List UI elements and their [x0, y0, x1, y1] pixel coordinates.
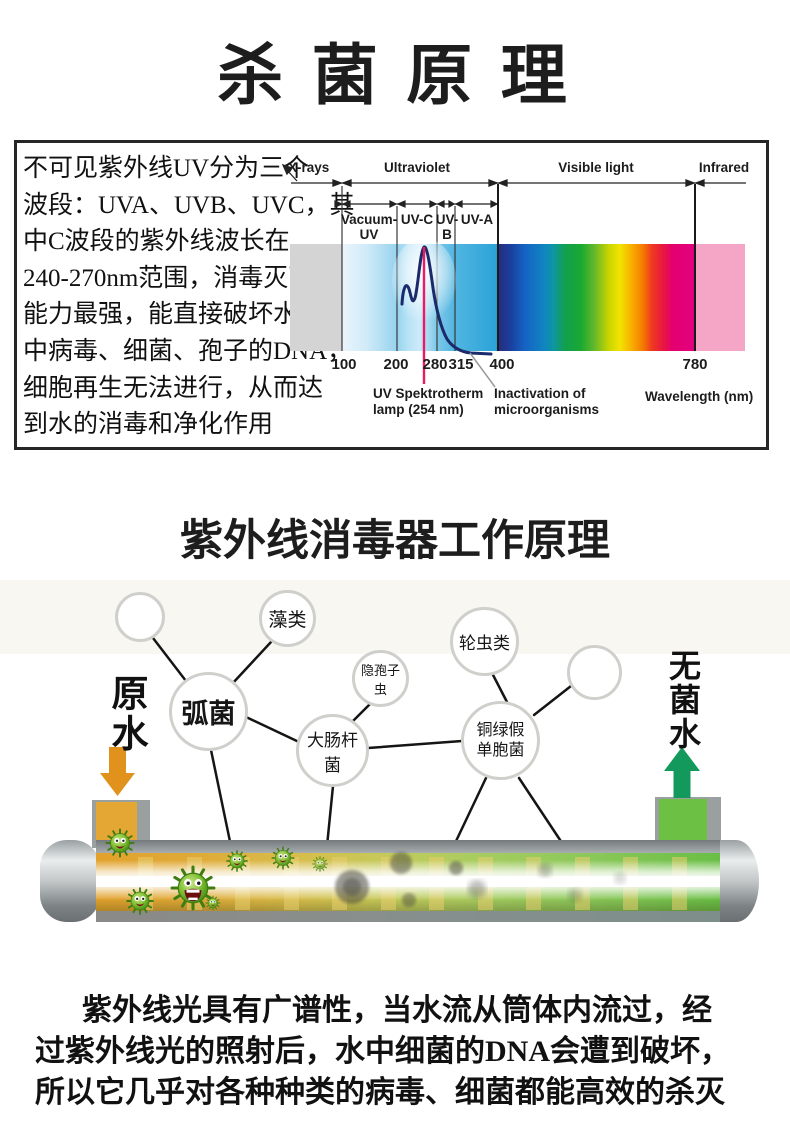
bubble-label: 轮虫类: [459, 634, 510, 653]
footer-paragraph: 紫外线光具有广谱性，当水流从筒体内流过，经 过紫外线光的照射后，水中细菌的DNA…: [35, 990, 765, 1113]
bubble-rotifers: 轮虫类: [450, 607, 519, 676]
label-vacuum-uv: Vacuum- UV: [340, 212, 398, 242]
tick-200: 200: [383, 356, 409, 373]
bubble-cryptosporidium: 隐孢子虫: [352, 650, 409, 707]
uv-lamp: [96, 876, 723, 887]
tick-100: 100: [331, 356, 357, 373]
text-line: 中病毒、细菌、孢子的DNA，: [23, 337, 353, 365]
bubble-label: 藻类: [268, 610, 307, 631]
text-line: 细胞再生无法进行，从而达: [23, 374, 324, 402]
tick-280: 280: [422, 356, 448, 373]
text-line: 到水的消毒和净化作用: [23, 411, 274, 439]
dead-microbes: [335, 852, 626, 907]
tube-baffles: [138, 857, 687, 910]
footer-line: 所以它几乎对各种种类的病毒、细菌都能高效的杀灭: [35, 1076, 725, 1109]
tube-right-cap: [720, 840, 759, 922]
text-line: 240-270nm范围，消毒灭菌: [23, 264, 314, 292]
footer-line: 过紫外线光的照射后，水中细菌的DNA会遭到破坏，: [35, 1035, 730, 1068]
label-uv-c: UV-C: [400, 212, 434, 227]
tube-bottom-rim: [96, 911, 723, 922]
inlet-arrow-icon: [100, 747, 135, 796]
bubble-label: 弧菌: [181, 699, 236, 729]
label-visible-light: Visible light: [558, 160, 634, 175]
inactivation-annotation: Inactivation of microorganisms: [494, 386, 600, 417]
tube-left-cap: [40, 840, 100, 922]
uv-lamp-glow: [96, 860, 723, 900]
tick-780: 780: [682, 356, 708, 373]
inlet-water-label: 原水: [105, 674, 146, 754]
tick-400: 400: [489, 356, 515, 373]
page-title: 杀 菌 原 理: [217, 40, 573, 113]
label-uv-b: UV- B: [435, 212, 459, 242]
bubble-empty-2: [567, 645, 622, 700]
bubble-label: 隐孢子虫: [360, 662, 400, 697]
spectrum-bar: [290, 244, 745, 351]
bubble-ecoli: 大肠杆菌: [296, 714, 369, 787]
tube-body: [96, 840, 723, 922]
bubble-pseudomonas: 铜绿假 单胞菌: [461, 701, 540, 780]
outlet-water-label: 无菌水: [665, 649, 701, 751]
text-line: 能力最强，能直接破坏水体: [23, 301, 324, 329]
bubble-algae: 藻类: [259, 590, 316, 647]
text-line: 不可见紫外线UV分为三个: [23, 155, 310, 182]
bubble-label: 大肠杆菌: [307, 730, 358, 775]
wavelength-axis-label: Wavelength (nm): [645, 389, 754, 404]
tick-315: 315: [448, 356, 474, 373]
outlet-arrow-icon: [664, 747, 700, 798]
text-line: 中C波段的紫外线波长在: [23, 228, 290, 256]
label-uv-a: UV-A: [460, 212, 494, 227]
label-infrared: Infrared: [698, 160, 750, 175]
bubble-empty-1: [115, 592, 165, 642]
label-ultraviolet: Ultraviolet: [383, 160, 451, 175]
outlet-pipe: [655, 797, 721, 857]
inlet-pipe: [92, 800, 150, 858]
label-xrays: X-rays: [288, 160, 330, 175]
bubble-label: 铜绿假 单胞菌: [476, 721, 525, 759]
bubble-vibrio: 弧菌: [169, 672, 248, 751]
footer-line: 紫外线光具有广谱性，当水流从筒体内流过，经: [82, 994, 712, 1027]
sterilizer-tube: [40, 840, 759, 922]
lamp-annotation: UV Spektrotherm lamp (254 nm): [373, 386, 484, 417]
live-microbes: [105, 828, 328, 915]
section-title: 紫外线消毒器工作原理: [180, 518, 610, 565]
tube-top-rim: [96, 840, 723, 853]
uv-description-text: 不可见紫外线UV分为三个 波段：UVA、UVB、UVC，其 中C波段的紫外线波长…: [23, 151, 355, 444]
text-line: 波段：UVA、UVB、UVC，其: [23, 191, 355, 219]
